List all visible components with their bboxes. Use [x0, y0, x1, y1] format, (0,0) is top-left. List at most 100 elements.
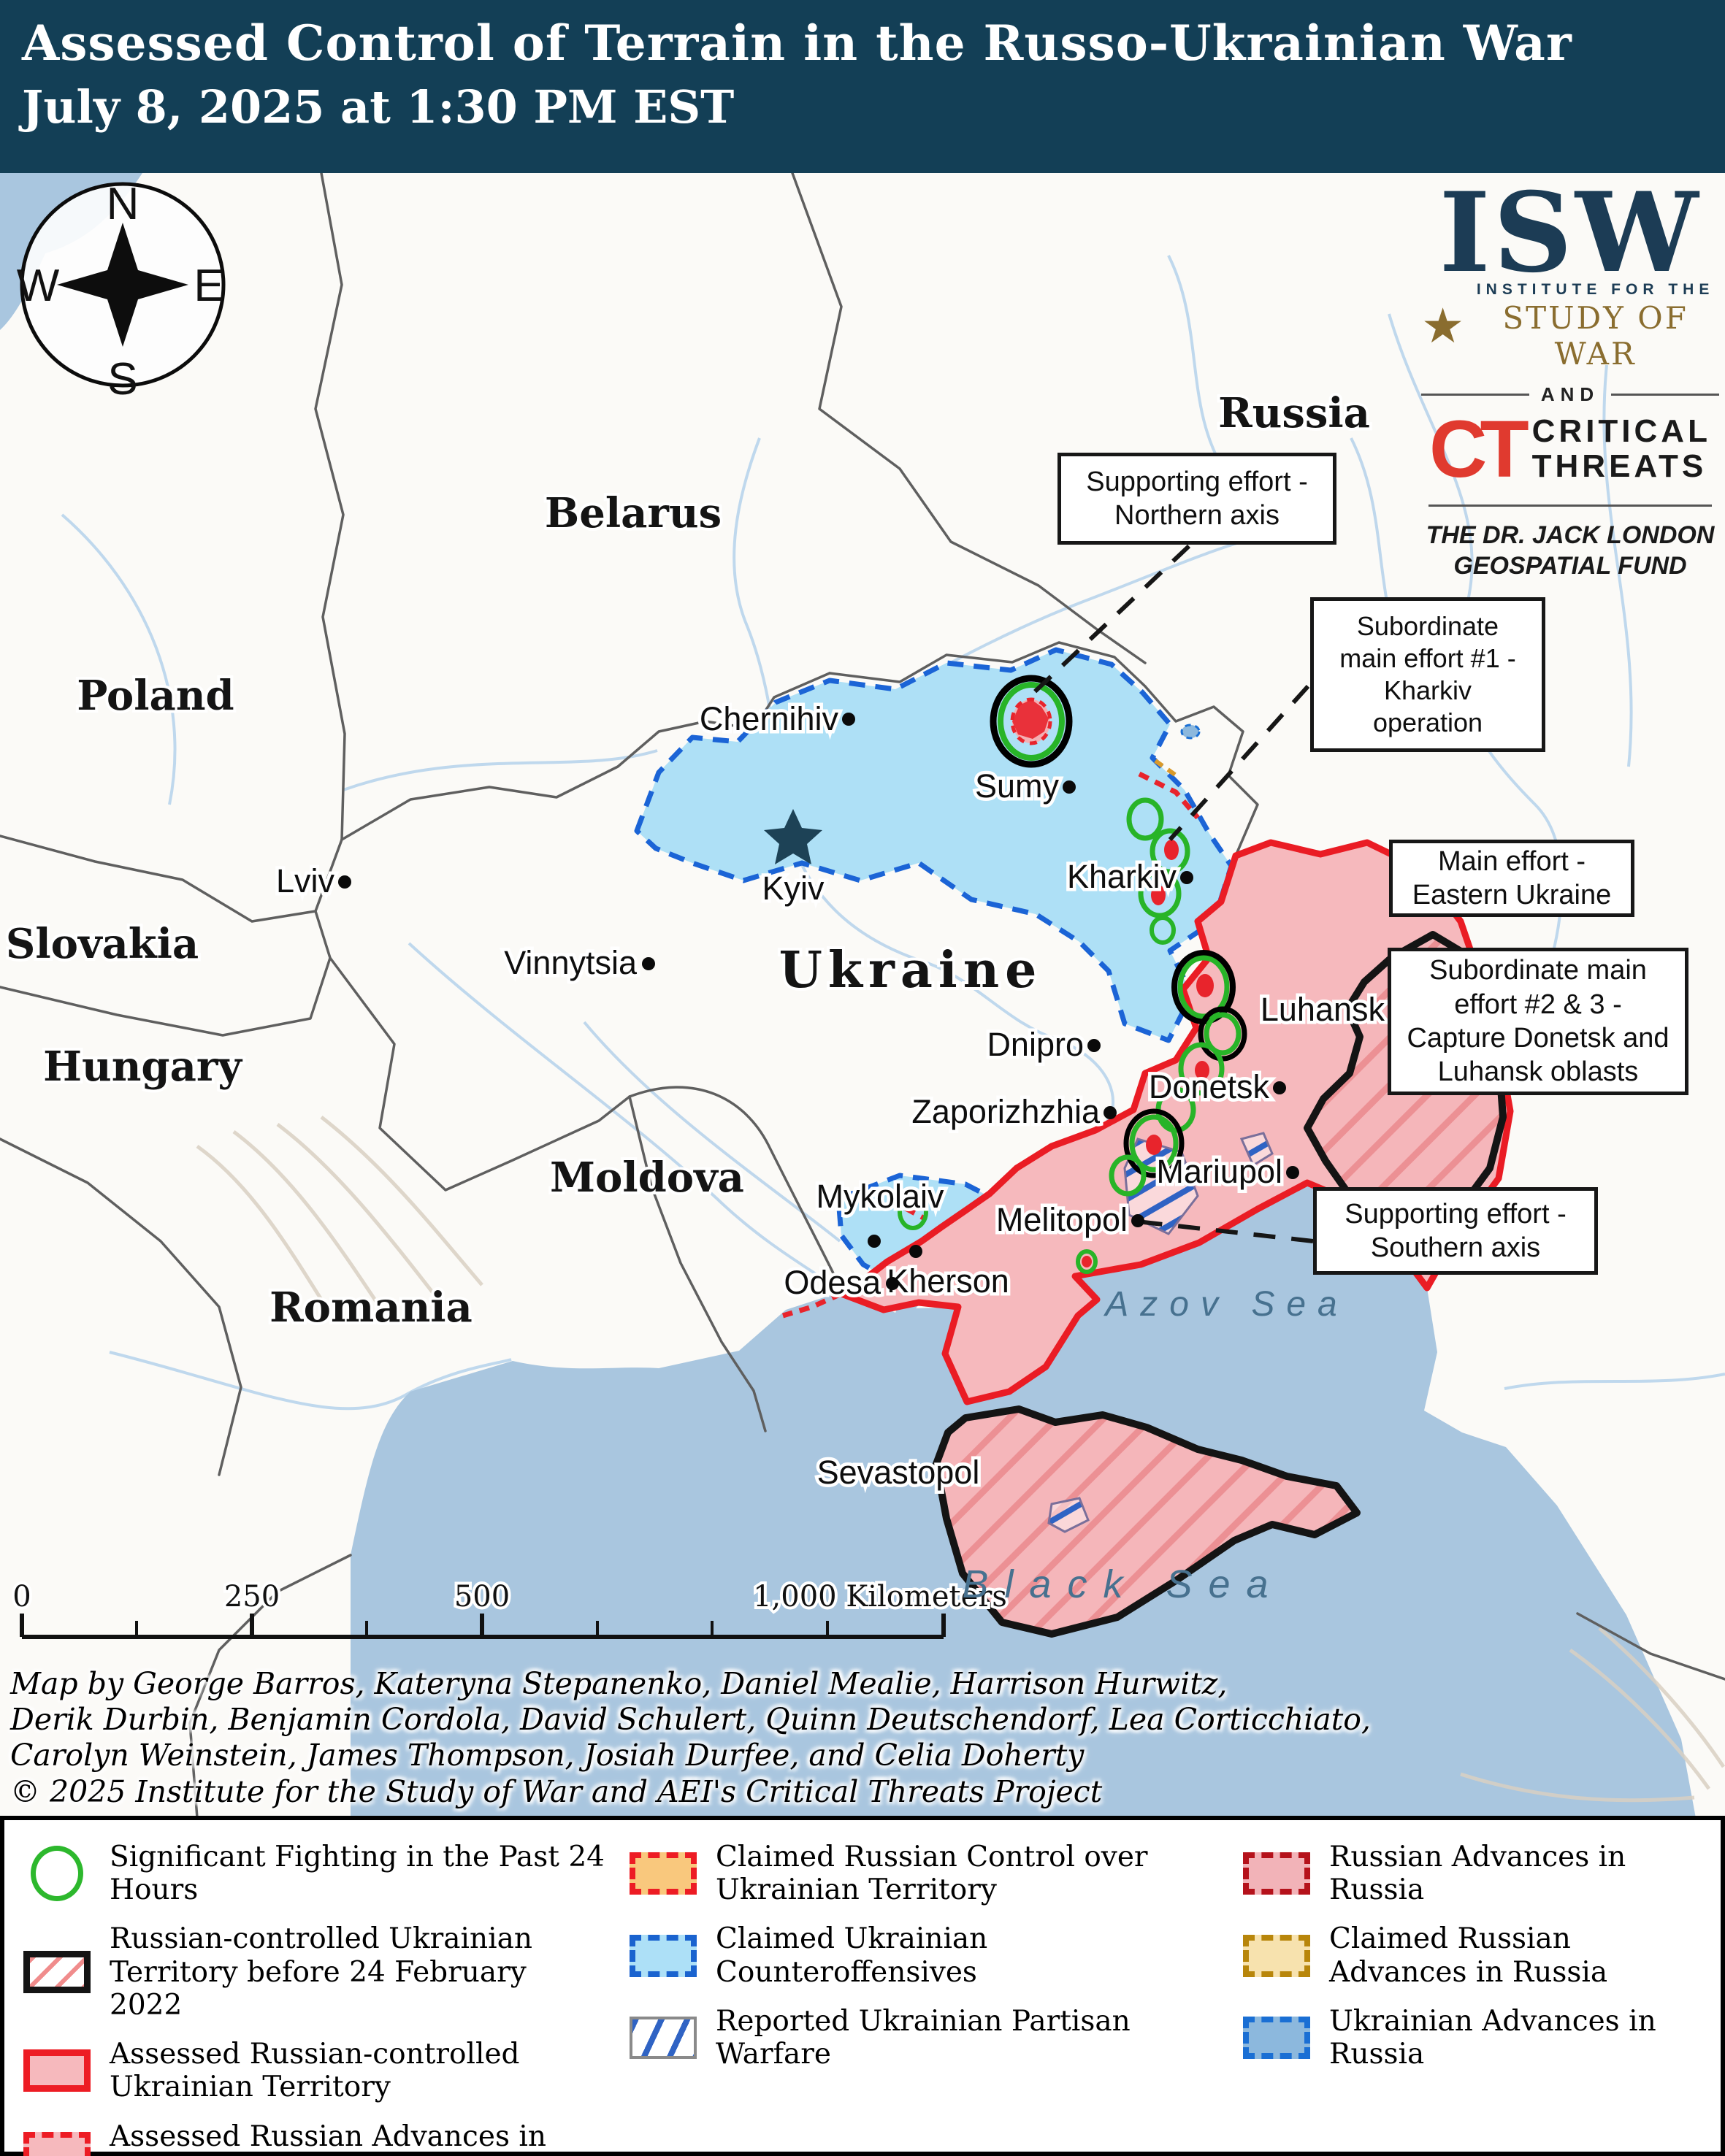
significant-fighting-circles: [898, 675, 1247, 1274]
svg-text:Mariupol: Mariupol: [1156, 1153, 1282, 1190]
credits-line: Derik Durbin, Benjamin Cordola, David Sc…: [10, 1702, 1371, 1738]
svg-text:Melitopol: Melitopol: [996, 1201, 1128, 1238]
isw-logo: ISW: [1439, 169, 1702, 297]
callout-leader-lines: [1029, 544, 1314, 1243]
kyiv-star-icon: [764, 809, 822, 864]
legend: Significant Fighting in the Past 24 Hour…: [0, 1816, 1725, 2156]
country-moldova: Moldova: [550, 1154, 744, 1202]
critical-threats-logo: CT CRITICAL THREATS: [1421, 404, 1719, 494]
partisan-warfare-patches: [1047, 1132, 1274, 1533]
pre2022-crimea-territory: [933, 1405, 1361, 1638]
legend-item-claimed-ukrainian-counteroffensives: Claimed Ukrainian Counteroffensives: [630, 1922, 1221, 1989]
sumy-salient: [1010, 697, 1052, 745]
svg-text:Zaporizhzhia: Zaporizhzhia: [911, 1093, 1101, 1130]
credits-line: Carolyn Weinstein, James Thompson, Josia…: [10, 1738, 1085, 1773]
svg-text:Dnipro: Dnipro: [987, 1026, 1084, 1063]
city-chernihiv: Chernihiv: [696, 697, 855, 741]
ct-critical-label: CRITICAL: [1531, 413, 1711, 450]
map-date: July 8, 2025 at 1:30 PM EST: [22, 80, 735, 134]
city-melitopol: Melitopol: [992, 1198, 1144, 1242]
branding-panel: ISW ★ INSTITUTE FOR THE STUDY OF WAR AND…: [1421, 169, 1719, 582]
legend-swatch-ukrainian-advances-in-russia: [1243, 2017, 1310, 2060]
credits-line: Map by George Barros, Kateryna Stepanenk…: [10, 1666, 1228, 1701]
credits-line: © 2025 Institute for the Study of War an…: [10, 1773, 1103, 1809]
legend-item-partisan-warfare: Reported Ukrainian Partisan Warfare: [630, 2005, 1221, 2071]
legend-swatch-russian-advances-in-russia: [1243, 1852, 1310, 1895]
svg-text:Vinnytsia: Vinnytsia: [504, 944, 638, 981]
svg-text:Mykolaiv: Mykolaiv: [816, 1178, 944, 1215]
svg-text:Kyiv: Kyiv: [762, 870, 825, 907]
city-sumy: Sumy: [971, 764, 1076, 808]
callout-kharkiv-operation: Subordinate main effort #1 - Kharkiv opera…: [1310, 597, 1545, 752]
city-lviv: Lviv: [272, 859, 351, 903]
assessed-russian-advances: [781, 771, 1200, 1319]
svg-text:Luhansk: Luhansk: [1261, 991, 1385, 1028]
svg-text:Donetsk: Donetsk: [1149, 1068, 1270, 1105]
legend-swatch-pre2022-territory: [23, 1951, 91, 1994]
legend-item-claimed-russian-control: Claimed Russian Control over Ukrainian T…: [630, 1841, 1221, 1906]
legend-swatch-claimed-russian-control: [630, 1852, 697, 1895]
svg-text:Kharkiv: Kharkiv: [1067, 858, 1177, 895]
compass-e: E: [194, 261, 223, 311]
callout-capture-donetsk-luhansk: Subordinate main effort #2 & 3 - Capture …: [1388, 948, 1688, 1095]
country-borders: [0, 172, 1725, 1819]
callout-southern-axis: Supporting effort - Southern axis: [1313, 1187, 1598, 1275]
compass-n: N: [107, 179, 139, 229]
ct-mark-icon: CT: [1429, 404, 1529, 494]
city-mykolaiv: Mykolaiv: [813, 1175, 948, 1248]
city-luhansk: Luhansk: [1257, 988, 1401, 1032]
isw-institute-label: INSTITUTE FOR THE: [1476, 280, 1715, 298]
compass-rose: N E S W: [17, 179, 226, 404]
legend-item-russian-advances-in-russia: Russian Advances in Russia: [1243, 1841, 1715, 1906]
legend-swatch-claimed-russian-advances-in-russia: [1243, 1934, 1310, 1977]
callout-northern-axis: Supporting effort - Northern axis: [1057, 453, 1336, 545]
country-hungary: Hungary: [43, 1043, 242, 1091]
city-dnipro: Dnipro: [984, 1023, 1101, 1067]
city-sevastopol: Sevastopol: [814, 1451, 983, 1495]
sea-azov: Azov Sea: [1103, 1285, 1348, 1324]
claimed-russian-control-sliver: [1154, 759, 1182, 780]
legend-swatch-assessed-russian-control: [23, 2049, 91, 2092]
compass-s: S: [107, 354, 137, 404]
legend-swatch-assessed-russian-advances: [23, 2131, 91, 2156]
legend-item-assessed-russian-advances: Assessed Russian Advances in Ukraine: [23, 2120, 608, 2156]
svg-text:Kherson: Kherson: [887, 1262, 1009, 1300]
and-divider: AND: [1421, 383, 1719, 406]
city-kyiv: Kyiv: [759, 809, 828, 910]
scale-250: 250: [224, 1580, 280, 1614]
callout-main-effort-eastern-ukraine: Main effort - Eastern Ukraine: [1389, 840, 1634, 917]
isw-star-icon: ★: [1421, 297, 1465, 354]
city-zaporizhzhia: Zaporizhzhia: [909, 1090, 1117, 1134]
svg-text:Sevastopol: Sevastopol: [817, 1454, 980, 1491]
scale-500: 500: [454, 1580, 510, 1614]
legend-item-claimed-russian-advances-in-russia: Claimed Russian Advances in Russia: [1243, 1922, 1715, 1989]
svg-text:Odesa: Odesa: [784, 1264, 881, 1301]
isw-study-of-war-label: STUDY OF WAR: [1502, 299, 1688, 372]
scale-1000: 1,000 Kilometers: [753, 1580, 1007, 1614]
city-mariupol: Mariupol: [1153, 1150, 1299, 1194]
compass-w: W: [17, 261, 60, 311]
title-bar: Assessed Control of Terrain in the Russo…: [0, 0, 1725, 173]
country-belarus: Belarus: [545, 489, 722, 537]
scale-0: 0: [12, 1580, 31, 1614]
country-russia: Russia: [1218, 389, 1370, 437]
sea-black: Black Sea: [962, 1562, 1284, 1606]
cities: Chernihiv Sumy Kyiv Kharkiv Lviv Vinnyts…: [272, 697, 1401, 1495]
svg-text:Sumy: Sumy: [975, 767, 1060, 805]
fund-divider: [1428, 504, 1712, 507]
city-kherson: Kherson: [884, 1245, 1012, 1303]
compass-star-icon: [57, 223, 188, 347]
country-labels: Russia Belarus Poland Slovakia Hungary M…: [3, 386, 1373, 1335]
legend-item-pre2022-territory: Russian-controlled Ukrainian Territory b…: [23, 1922, 608, 2022]
legend-item-significant-fighting: Significant Fighting in the Past 24 Hour…: [23, 1841, 608, 1906]
city-kharkiv: Kharkiv: [1063, 855, 1193, 899]
legend-item-assessed-russian-control: Assessed Russian-controlled Ukrainian Te…: [23, 2038, 608, 2103]
terrain: [196, 1116, 1725, 1803]
geospatial-fund-label: THE DR. JACK LONDON GEOSPATIAL FUND: [1426, 521, 1715, 580]
scale-bar: [20, 1614, 946, 1639]
advance-blobs: [1082, 840, 1214, 1267]
svg-text:Lviv: Lviv: [276, 862, 335, 899]
legend-item-ukrainian-advances-in-russia: Ukrainian Advances in Russia: [1243, 2005, 1715, 2071]
country-romania: Romania: [269, 1284, 473, 1332]
